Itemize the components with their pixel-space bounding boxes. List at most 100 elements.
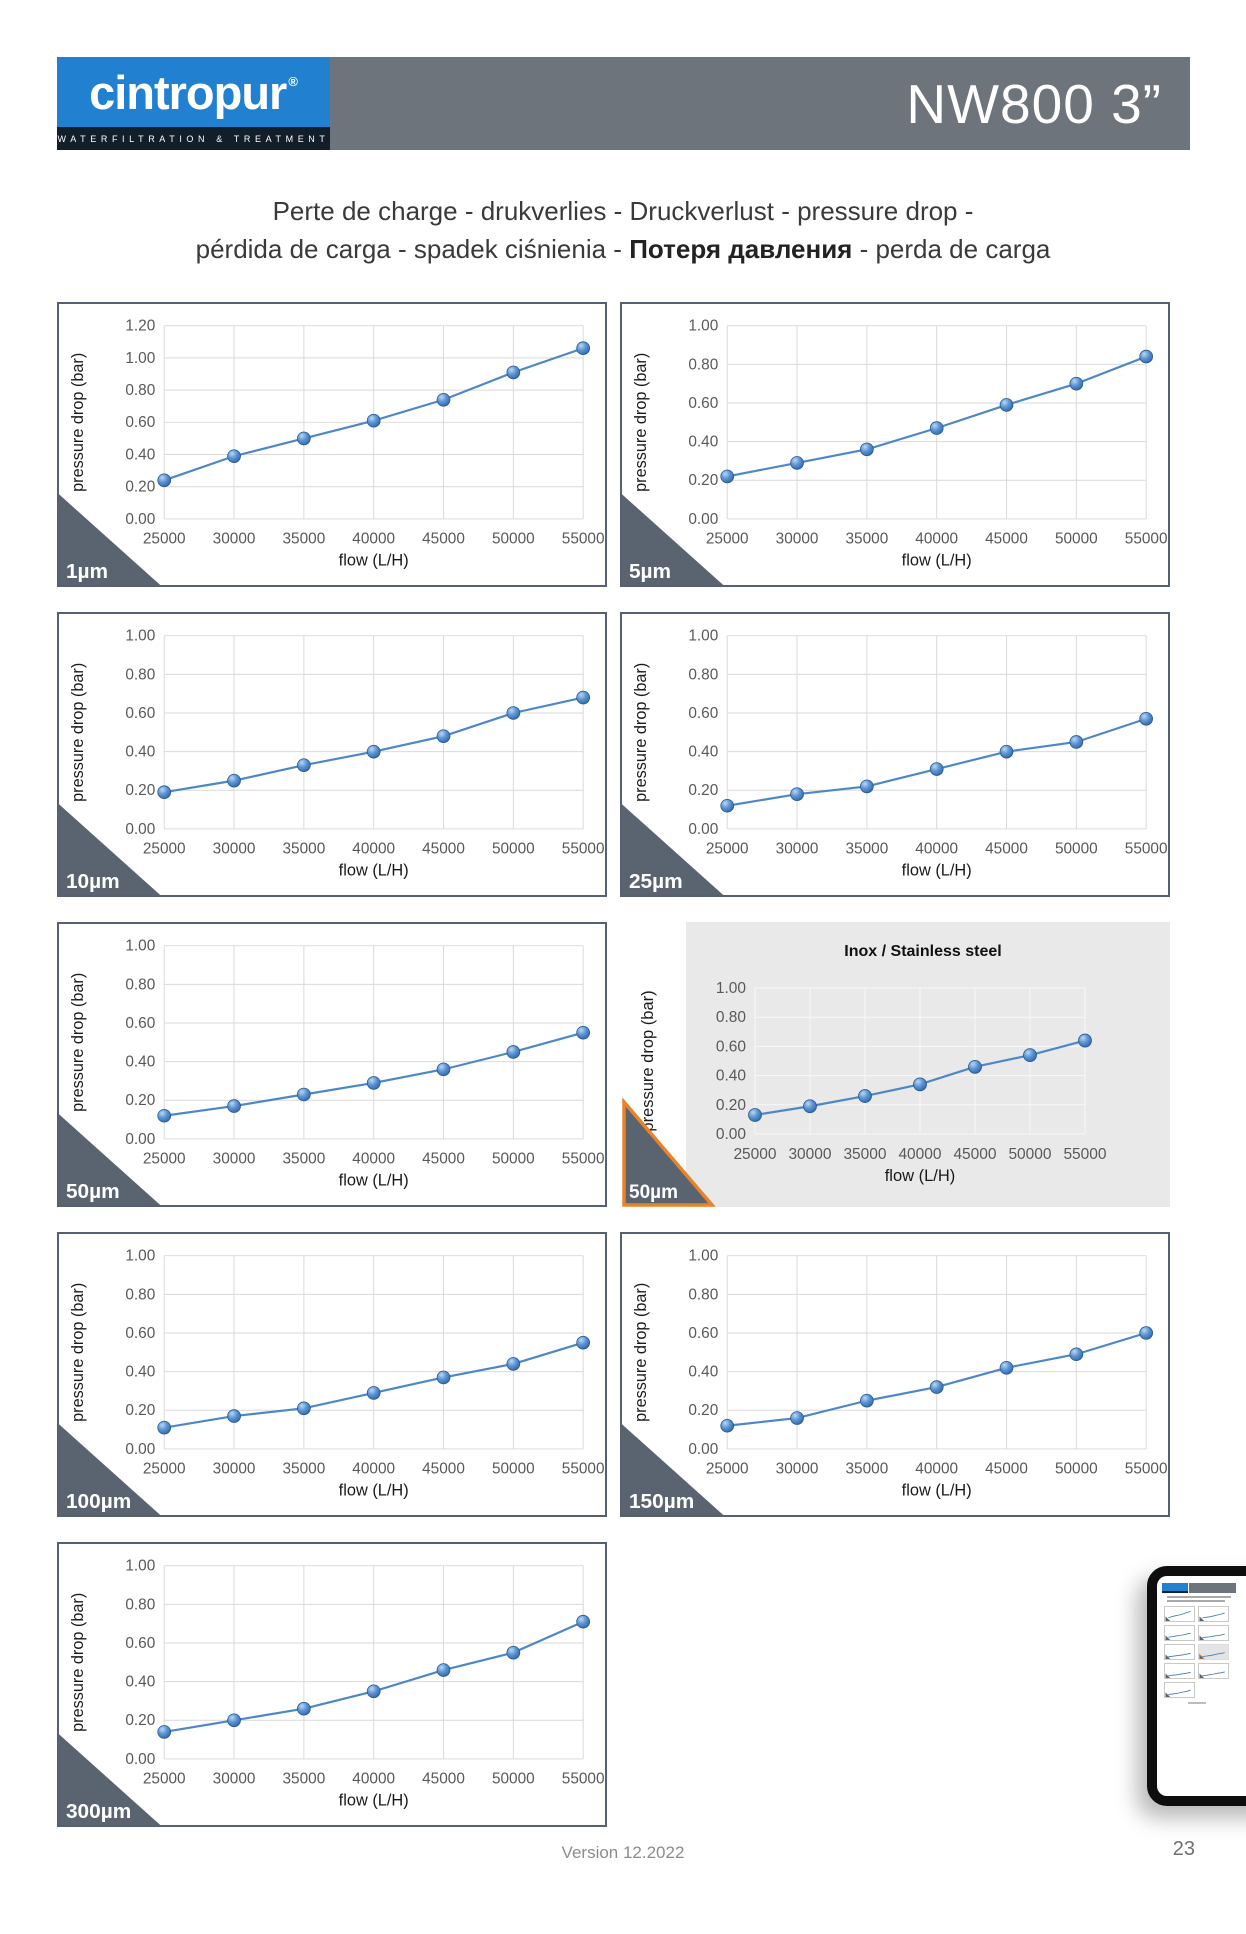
y-axis-ticks: 0.00 0.20 0.40 0.60 0.80 1.00 bbox=[688, 628, 718, 838]
data-point bbox=[576, 1335, 591, 1350]
chart-plot: 0.00 0.20 0.40 0.60 0.80 1.00 25000 30000 35000 4… bbox=[59, 628, 605, 895]
svg-text:45000: 45000 bbox=[985, 531, 1028, 548]
data-point bbox=[968, 1059, 982, 1074]
thumbnail-mini-chart bbox=[1198, 1644, 1229, 1660]
x-axis-ticks: 25000 30000 35000 40000 45000 50000 55000 bbox=[143, 1151, 605, 1168]
data-point bbox=[720, 469, 735, 484]
thumbnail-chart-grid bbox=[1164, 1606, 1246, 1698]
corner-badge: 5µm bbox=[622, 494, 724, 585]
data-point bbox=[157, 1420, 172, 1435]
data-points bbox=[720, 711, 1154, 813]
svg-text:40000: 40000 bbox=[352, 841, 395, 858]
svg-text:0.00: 0.00 bbox=[125, 1751, 155, 1768]
thumbnail-mini-chart bbox=[1198, 1663, 1229, 1679]
data-points bbox=[157, 1614, 591, 1739]
charts-grid: 0.00 0.20 0.40 0.60 0.80 1.00 1.20 25000 30000 35… bbox=[57, 302, 1170, 1827]
svg-text:55000: 55000 bbox=[562, 1771, 605, 1788]
svg-text:0.60: 0.60 bbox=[688, 1325, 718, 1342]
data-points bbox=[157, 690, 591, 800]
badge-label: 5µm bbox=[629, 560, 671, 583]
footer-version: Version 12.2022 bbox=[561, 1843, 685, 1862]
svg-text:1.00: 1.00 bbox=[125, 1558, 155, 1575]
data-point bbox=[929, 1380, 944, 1394]
title-text-2a: pérdida de carga - spadek ciśnienia - bbox=[195, 234, 630, 264]
data-point bbox=[999, 744, 1014, 759]
svg-text:25000: 25000 bbox=[143, 1461, 186, 1478]
data-point bbox=[436, 729, 451, 743]
svg-text:35000: 35000 bbox=[845, 841, 888, 858]
y-axis-label: pressure drop (bar) bbox=[632, 1283, 650, 1422]
svg-text:30000: 30000 bbox=[213, 1771, 256, 1788]
data-points bbox=[157, 341, 591, 488]
svg-text:50000: 50000 bbox=[492, 1461, 535, 1478]
thumbnail-footer-line bbox=[1188, 1702, 1206, 1704]
y-axis-label: pressure drop (bar) bbox=[69, 1593, 87, 1732]
svg-text:0.60: 0.60 bbox=[125, 1015, 155, 1032]
page-number: 23 bbox=[1172, 1838, 1195, 1860]
svg-text:40000: 40000 bbox=[352, 531, 395, 548]
gridlines bbox=[163, 945, 584, 1140]
svg-text:55000: 55000 bbox=[1125, 531, 1168, 548]
corner-badge: 1µm bbox=[59, 494, 161, 585]
page-title-line1: Perte de charge - drukverlies - Druckver… bbox=[0, 192, 1246, 230]
svg-text:25000: 25000 bbox=[143, 1771, 186, 1788]
svg-text:0.40: 0.40 bbox=[688, 1364, 718, 1381]
svg-text:40000: 40000 bbox=[352, 1151, 395, 1168]
svg-text:0.40: 0.40 bbox=[716, 1068, 747, 1085]
svg-text:50000: 50000 bbox=[1055, 841, 1098, 858]
svg-text:55000: 55000 bbox=[562, 841, 605, 858]
svg-text:55000: 55000 bbox=[1063, 1146, 1106, 1163]
svg-text:1.00: 1.00 bbox=[125, 628, 155, 645]
svg-text:0.20: 0.20 bbox=[125, 1712, 155, 1729]
svg-text:0.40: 0.40 bbox=[688, 434, 718, 451]
data-point bbox=[929, 762, 944, 776]
badge-label: 50µm bbox=[66, 1180, 120, 1203]
svg-text:0.00: 0.00 bbox=[688, 511, 718, 528]
svg-text:1.00: 1.00 bbox=[688, 628, 718, 645]
svg-text:25000: 25000 bbox=[706, 841, 749, 858]
svg-text:0.60: 0.60 bbox=[688, 705, 718, 722]
svg-text:30000: 30000 bbox=[788, 1146, 831, 1163]
svg-text:50000: 50000 bbox=[1008, 1146, 1051, 1163]
y-axis-ticks: 0.00 0.20 0.40 0.60 0.80 1.00 bbox=[125, 1248, 155, 1458]
data-point bbox=[297, 431, 311, 446]
svg-text:0.00: 0.00 bbox=[688, 1441, 718, 1458]
svg-text:55000: 55000 bbox=[562, 1461, 605, 1478]
data-points bbox=[157, 1025, 591, 1123]
thumbnail-mini-chart bbox=[1198, 1625, 1229, 1641]
x-axis-label: flow (L/H) bbox=[339, 1791, 409, 1809]
svg-text:50000: 50000 bbox=[492, 841, 535, 858]
data-point bbox=[790, 1411, 804, 1425]
svg-text:30000: 30000 bbox=[776, 841, 819, 858]
data-points bbox=[157, 1335, 591, 1435]
y-axis-label: pressure drop (bar) bbox=[69, 1283, 87, 1422]
x-axis-ticks: 25000 30000 35000 40000 45000 50000 55000 bbox=[706, 531, 1168, 548]
thumbnail-mini-bar bbox=[1189, 1583, 1236, 1593]
svg-text:1.20: 1.20 bbox=[125, 318, 155, 335]
svg-text:55000: 55000 bbox=[562, 531, 605, 548]
corner-badge: 10µm bbox=[59, 804, 161, 895]
data-point bbox=[366, 1076, 381, 1090]
y-axis-label: pressure drop (bar) bbox=[639, 990, 657, 1131]
data-point bbox=[436, 1370, 451, 1385]
svg-text:25000: 25000 bbox=[706, 1461, 749, 1478]
svg-text:35000: 35000 bbox=[282, 841, 325, 858]
svg-text:35000: 35000 bbox=[845, 531, 888, 548]
inox-panel bbox=[686, 922, 1170, 1207]
chart-50um-inox: Inox / Stainless steel 0.00 0.20 0.40 0.60 0.… bbox=[620, 922, 1170, 1207]
data-point bbox=[227, 449, 241, 463]
data-point bbox=[576, 1025, 591, 1040]
svg-text:1.00: 1.00 bbox=[125, 938, 155, 955]
svg-text:30000: 30000 bbox=[213, 1461, 256, 1478]
badge-label: 10µm bbox=[66, 870, 120, 893]
page-title: Perte de charge - drukverlies - Druckver… bbox=[0, 192, 1246, 268]
corner-badge: 50µm bbox=[622, 1097, 716, 1207]
data-point bbox=[157, 1108, 172, 1123]
svg-text:0.00: 0.00 bbox=[125, 821, 155, 838]
x-axis-ticks: 25000 30000 35000 40000 45000 50000 55000 bbox=[143, 531, 605, 548]
gridlines bbox=[163, 1255, 584, 1450]
x-axis-label: flow (L/H) bbox=[885, 1167, 956, 1185]
data-point bbox=[227, 773, 241, 788]
thumbnail-mini-logo bbox=[1162, 1583, 1188, 1593]
